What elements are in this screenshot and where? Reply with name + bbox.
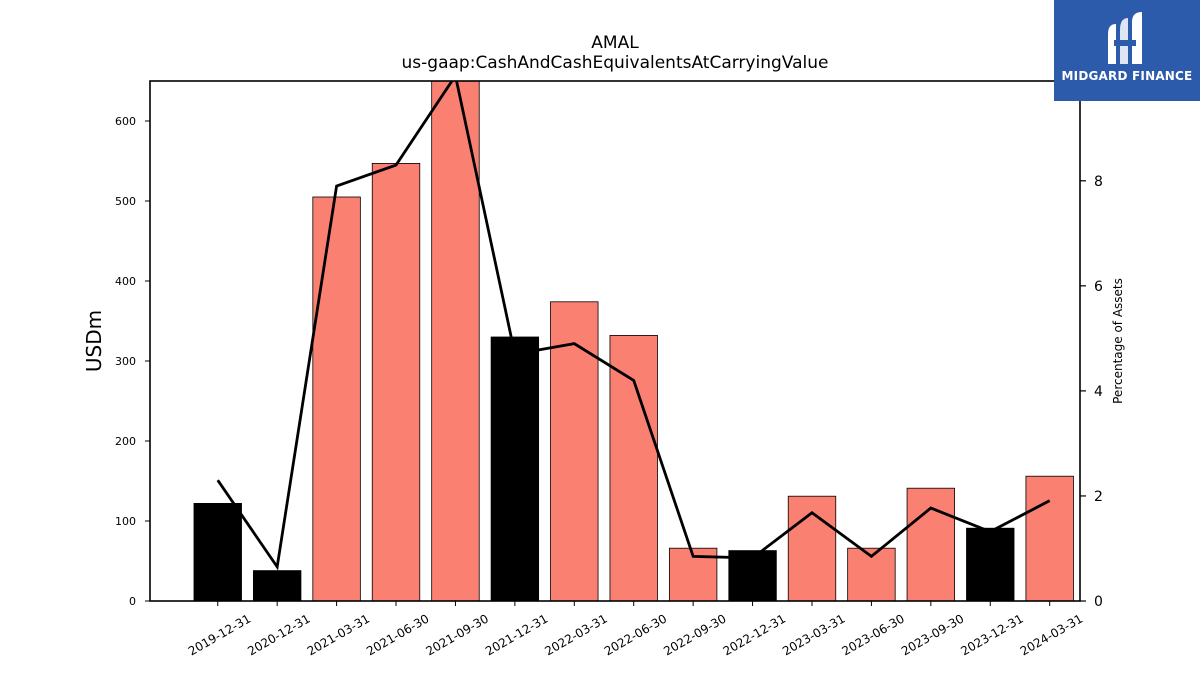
percentage-of-assets-line [216, 81, 1051, 571]
y-tick-label-100: 100 [115, 515, 136, 528]
bar-2021-09-30 [431, 81, 480, 601]
x-tick-label-2022-09-30: 2022-09-30 [661, 611, 728, 658]
bar-2021-03-31 [312, 196, 361, 601]
x-tick-label-2022-03-31: 2022-03-31 [542, 611, 609, 658]
bar-2023-09-30 [906, 487, 956, 601]
logo-text: MIDGARD FINANCE [1061, 69, 1193, 83]
x-tick-label-2020-12-31: 2020-12-31 [245, 611, 312, 658]
chart-title: AMAL [591, 33, 639, 53]
plot-frame [149, 80, 1081, 602]
x-tick-label-2024-03-31: 2024-03-31 [1018, 611, 1085, 658]
bar-2020-12-31 [252, 570, 302, 601]
y2-tick-label-6: 6 [1094, 279, 1103, 295]
y-tick-label-600: 600 [115, 115, 136, 128]
bar-2021-12-31 [490, 336, 540, 601]
bar-2023-12-31 [966, 527, 1015, 601]
x-tick-label-2023-09-30: 2023-09-30 [899, 611, 966, 658]
x-tick-label-2021-03-31: 2021-03-31 [305, 611, 372, 658]
x-tick-label-2021-09-30: 2021-09-30 [424, 611, 491, 658]
x-tick-label-2021-12-31: 2021-12-31 [483, 611, 550, 658]
bar-2024-03-31 [1025, 475, 1074, 601]
y2-axis-label: Percentage of Assets [1111, 278, 1125, 404]
x-tick-label-2023-03-31: 2023-03-31 [780, 611, 847, 658]
bar-2021-06-30 [371, 162, 421, 601]
y-tick-label-500: 500 [115, 195, 136, 208]
bar-2022-03-31 [550, 301, 599, 601]
y-tick-label-200: 200 [115, 435, 136, 448]
y2-tick-label-8: 8 [1094, 174, 1103, 190]
y2-tick-label-2: 2 [1094, 489, 1103, 505]
y2-tick-label-4: 4 [1094, 384, 1103, 400]
x-tick-label-2022-06-30: 2022-06-30 [602, 611, 669, 658]
bar-2019-12-31 [193, 502, 242, 601]
midgard-logo-icon [1108, 12, 1142, 64]
chart-subtitle: us-gaap:CashAndCashEquivalentsAtCarrying… [402, 53, 829, 73]
x-tick-label-2022-12-31: 2022-12-31 [721, 611, 788, 658]
y-tick-label-0: 0 [129, 595, 136, 608]
y-tick-label-300: 300 [115, 355, 136, 368]
y-axis-label: USDm [82, 310, 106, 372]
midgard-finance-logo: MIDGARD FINANCE [1054, 0, 1200, 101]
y-tick-label-400: 400 [115, 275, 136, 288]
x-tick-label-2021-06-30: 2021-06-30 [364, 611, 431, 658]
bars [193, 81, 1074, 601]
x-tick-label-2023-06-30: 2023-06-30 [840, 611, 907, 658]
line-series-group [216, 81, 1051, 571]
y2-tick-label-0: 0 [1094, 594, 1103, 610]
bar-2022-06-30 [609, 334, 658, 601]
x-tick-label-2023-12-31: 2023-12-31 [958, 611, 1025, 658]
x-tick-label-2019-12-31: 2019-12-31 [186, 611, 253, 658]
plot-area: 0 100 200 300 400 500 600 0 2 4 6 8 2019-12-312020-1… [115, 80, 1103, 658]
